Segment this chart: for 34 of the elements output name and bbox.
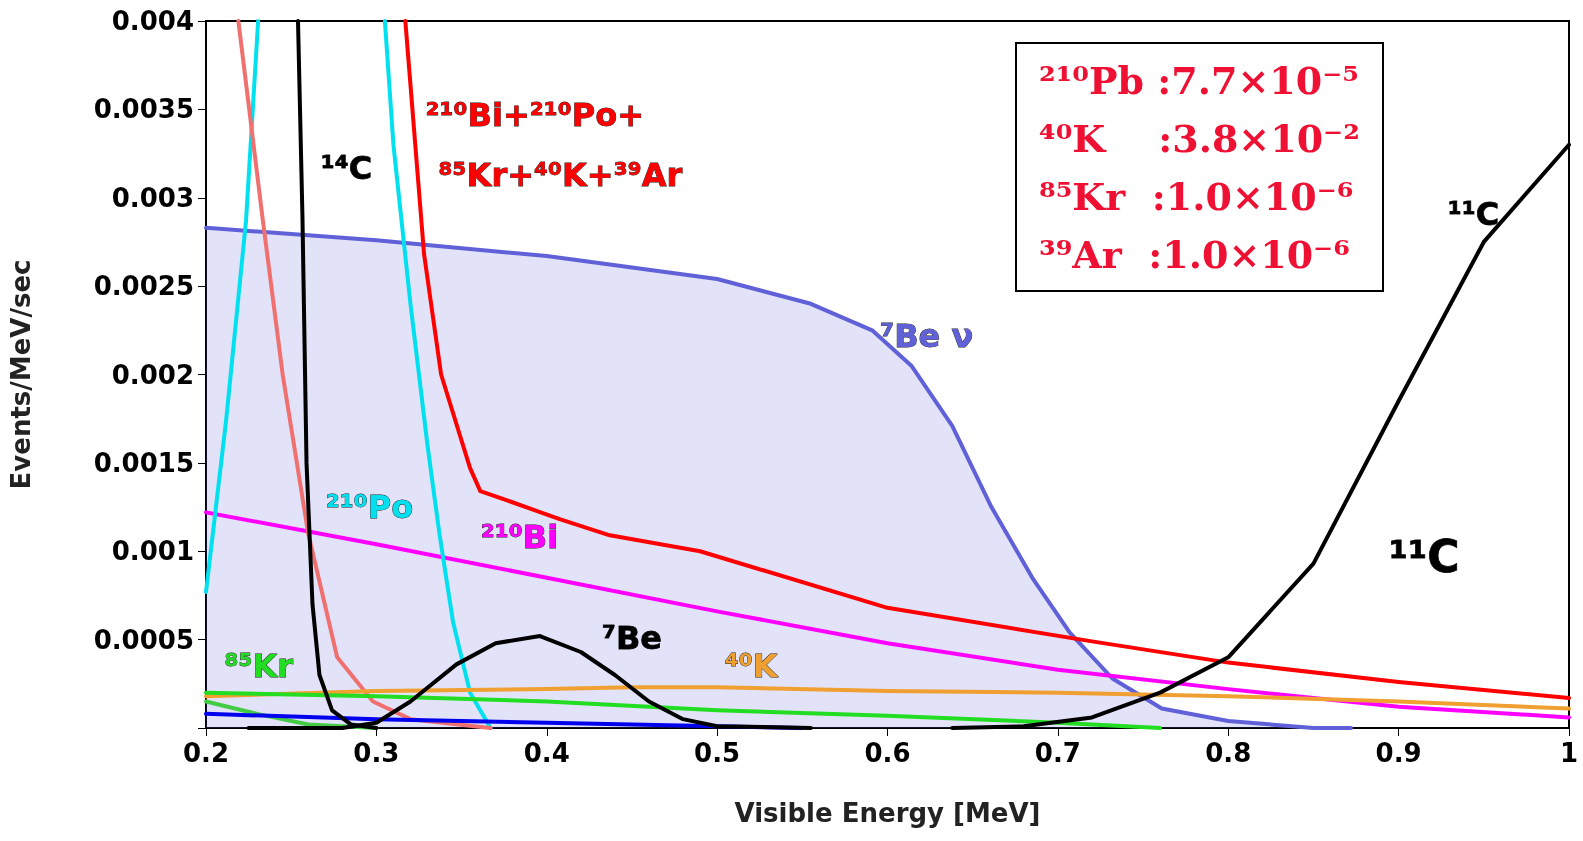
- x-tick-label: 0.3: [353, 738, 400, 768]
- annotation: ¹¹C: [1388, 531, 1460, 583]
- y-tick-label: 0.0005: [93, 624, 194, 655]
- annotation: ⁸⁵Kr :1.0×10⁻⁶: [1039, 173, 1355, 221]
- x-tick-label: 0.7: [1034, 738, 1081, 768]
- y-tick-label: 0.004: [111, 6, 194, 36]
- x-tick-label: 0.6: [864, 738, 911, 768]
- y-axis-title: Events/MeV/sec: [6, 259, 36, 490]
- y-tick-label: 0.001: [111, 536, 194, 567]
- x-tick-label: 0.2: [182, 738, 230, 768]
- annotation: ⁴⁰K :3.8×10⁻²: [1039, 115, 1360, 163]
- annotation: ⁷Be: [601, 618, 662, 657]
- y-tick-label: 0.003: [111, 182, 194, 213]
- annotation: ⁴⁰K: [724, 647, 779, 686]
- x-tick-label: 0.4: [523, 738, 570, 768]
- x-tick-label: 0.5: [694, 738, 741, 768]
- annotation: ¹¹C: [1447, 194, 1500, 233]
- y-tick-label: 0.002: [111, 359, 194, 390]
- annotation: ²¹⁰Pb :7.7×10⁻⁵: [1039, 57, 1360, 105]
- annotation: ²¹⁰Bi: [480, 518, 559, 557]
- annotation: ³⁹Ar :1.0×10⁻⁶: [1039, 231, 1351, 279]
- annotation: ⁸⁵Kr+⁴⁰K+³⁹Ar: [438, 155, 683, 194]
- annotation: ⁸⁵Kr: [224, 647, 294, 686]
- y-tick-label: 0.0035: [93, 94, 194, 125]
- x-axis-title: Visible Energy [MeV]: [734, 798, 1041, 828]
- annotation: ²¹⁰Po: [325, 488, 414, 527]
- x-tick-label: 0.9: [1375, 738, 1422, 768]
- x-tick-label: 0.8: [1205, 738, 1252, 768]
- annotation: ¹⁴C: [320, 148, 373, 187]
- x-tick-label: 1: [1559, 738, 1579, 768]
- y-tick-label: 0.0025: [93, 271, 194, 302]
- y-tick-label: 0.0015: [93, 447, 194, 478]
- annotation: ²¹⁰Bi+²¹⁰Po+: [425, 95, 645, 134]
- annotation: ⁷Be ν: [880, 316, 974, 355]
